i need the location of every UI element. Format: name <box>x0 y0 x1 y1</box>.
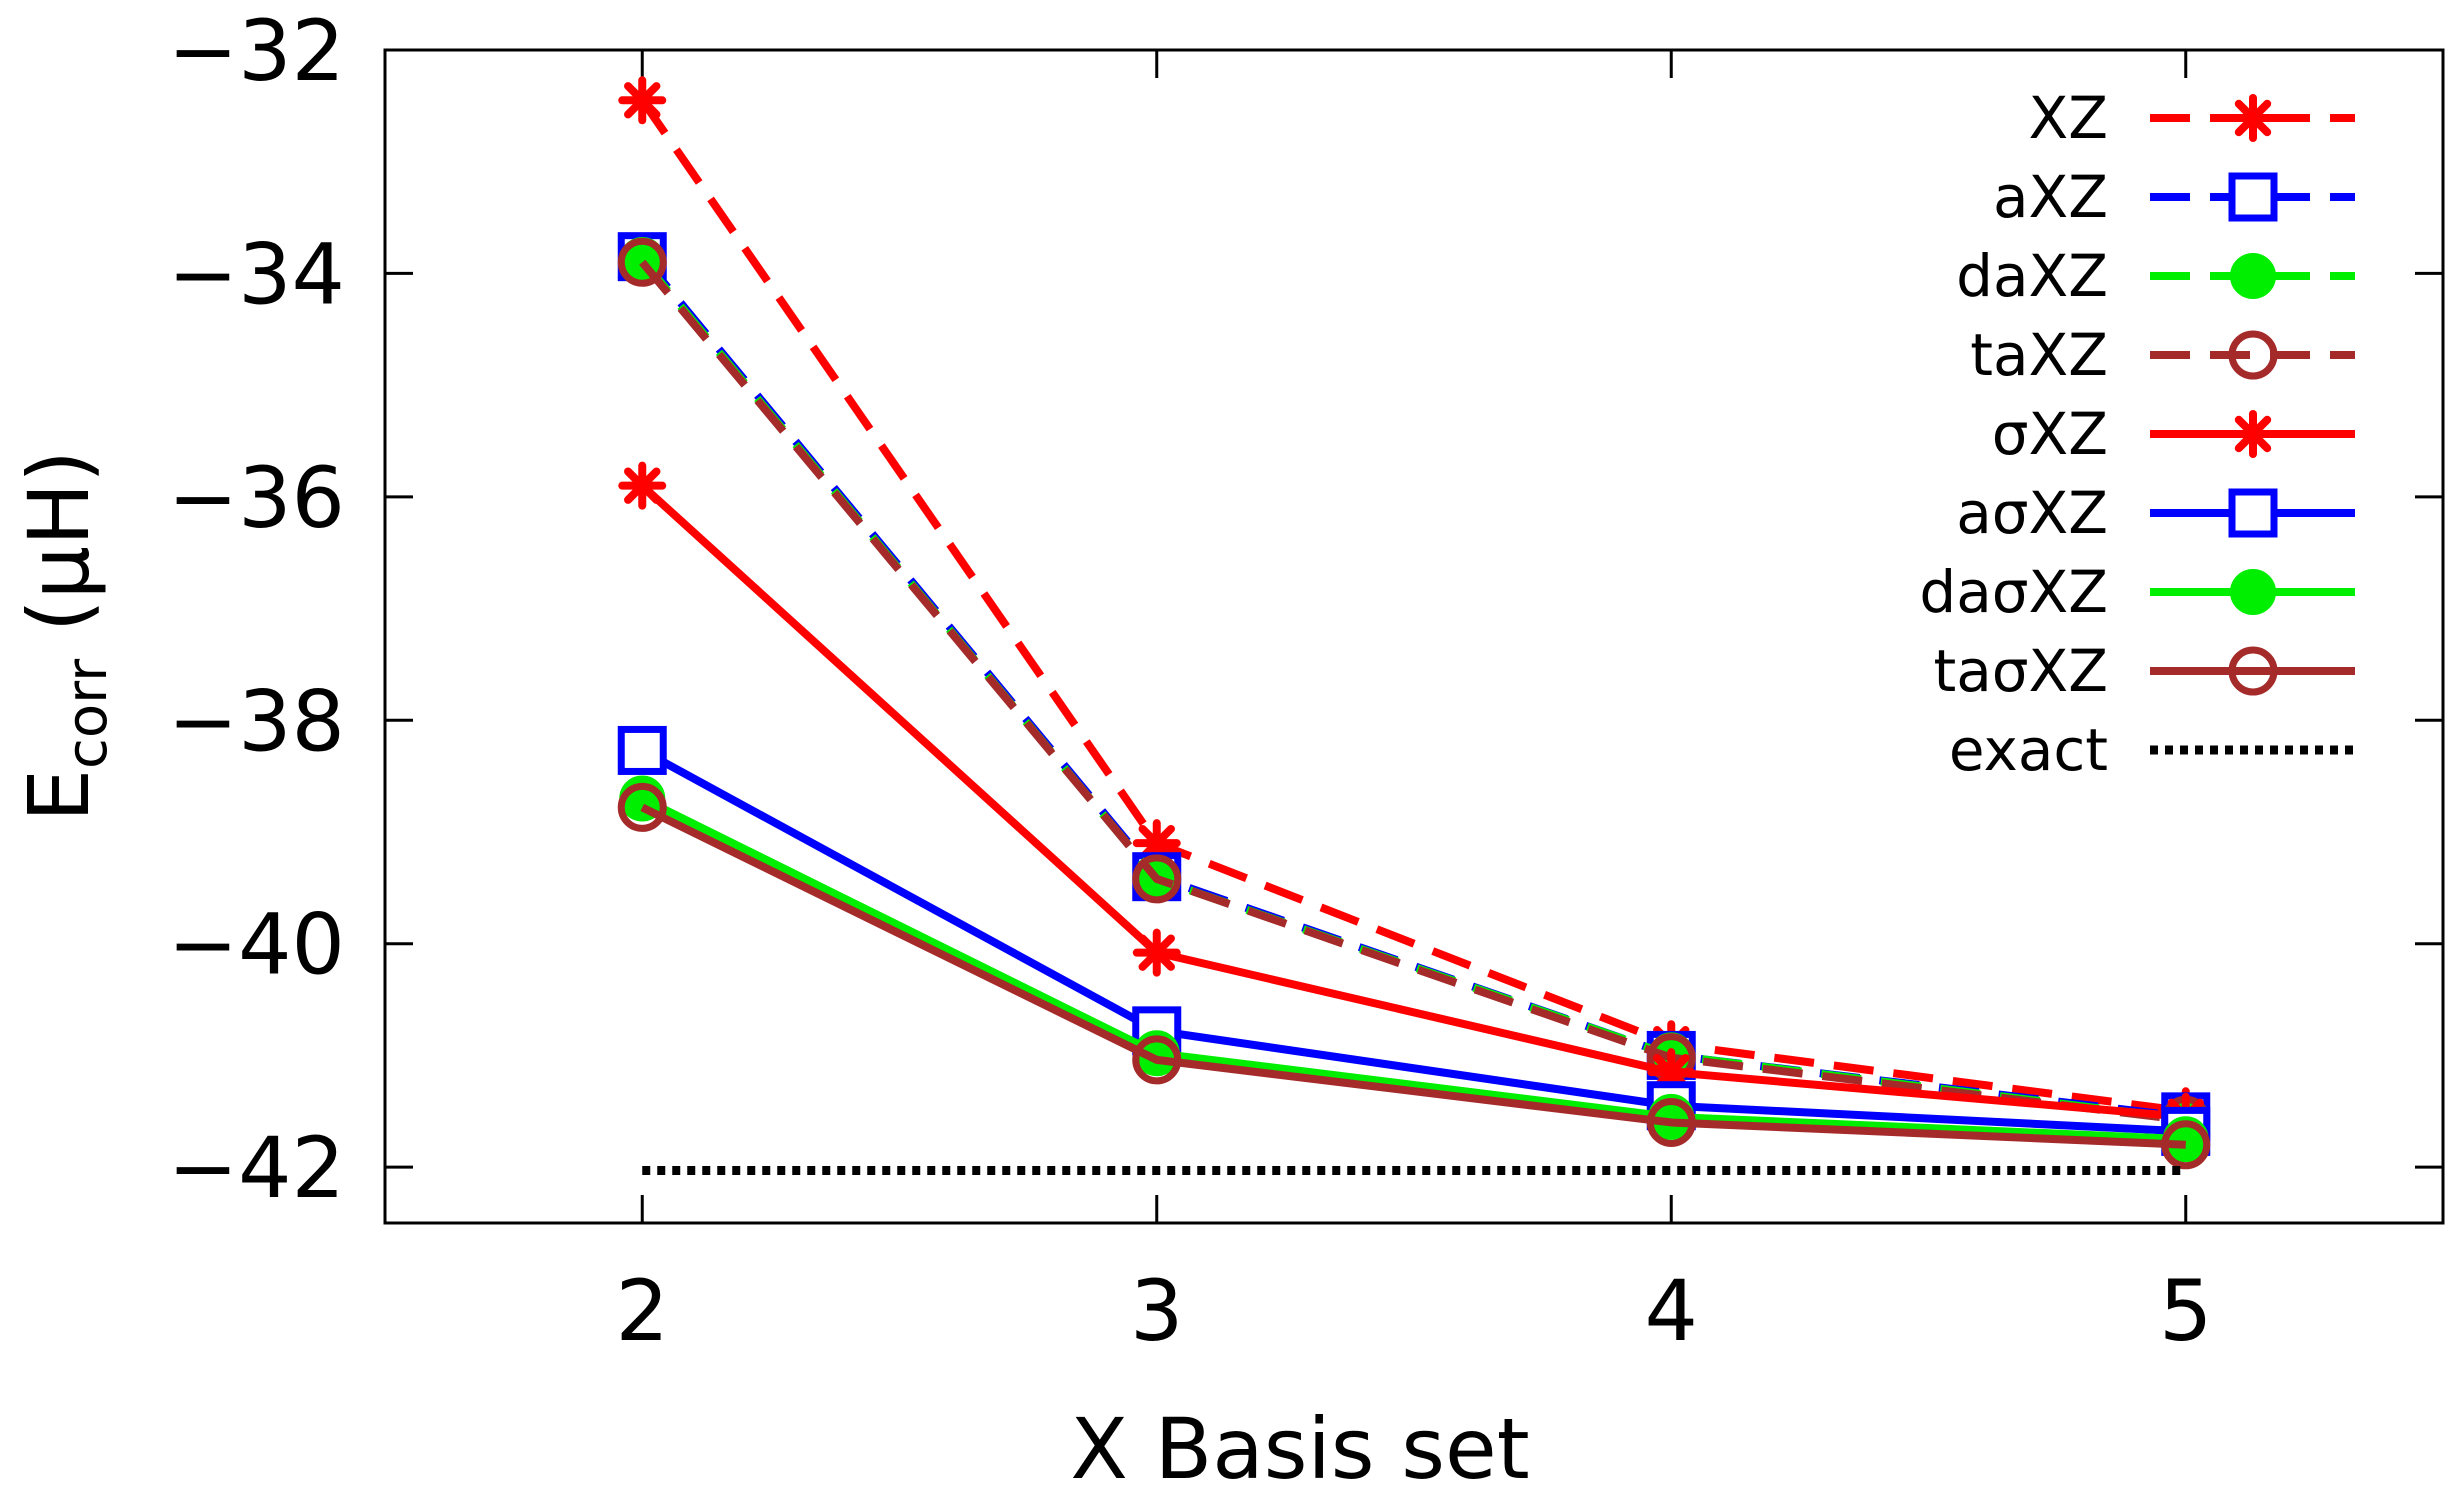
legend-entry: exact <box>1949 716 2355 784</box>
y-tick-label: −38 <box>168 672 345 770</box>
y-axis-title-main: E <box>10 769 108 822</box>
y-axis-title: Ecorr (µH) <box>10 450 120 822</box>
star-stroke <box>624 82 661 119</box>
legend-marker <box>2229 410 2277 458</box>
y-axis-title-subscript: corr <box>55 658 120 769</box>
legend-marker <box>2230 569 2276 615</box>
y-tick-label: −32 <box>168 2 345 100</box>
data-point <box>2161 1120 2211 1170</box>
legend-marker <box>2229 94 2277 142</box>
legend-entry: taσXZ <box>1933 637 2355 705</box>
legend-label: daXZ <box>1956 242 2108 310</box>
legend: XZ aXZ daXZ taXZ σXZ aσXZ daσXZ taσXZ exact <box>1919 84 2355 784</box>
x-tick-label: 4 <box>1645 1262 1698 1360</box>
legend-marker <box>2230 253 2276 299</box>
series-line <box>640 746 2186 1136</box>
x-tick-label: 3 <box>1130 1262 1183 1360</box>
y-tick-label: −34 <box>168 225 345 323</box>
legend-marker <box>2228 488 2278 538</box>
legend-label: aσXZ <box>1956 479 2108 547</box>
legend-label: XZ <box>2029 84 2108 152</box>
legend-label: exact <box>1949 716 2108 784</box>
y-tick-label: −42 <box>168 1119 345 1217</box>
series-line <box>640 794 2186 1144</box>
legend-entry: aσXZ <box>1956 479 2355 547</box>
data-point <box>617 782 667 832</box>
axis-tick-labels: −42 −40 −38 −36 −34 −32 2 3 4 5 <box>168 2 2213 1360</box>
legend-entry: aXZ <box>1993 163 2355 231</box>
series-line <box>638 97 2187 1116</box>
legend-marker <box>2228 172 2278 222</box>
y-tick-label: −36 <box>168 449 345 547</box>
legend-label: daσXZ <box>1919 558 2108 626</box>
legend-label: taXZ <box>1970 321 2108 389</box>
x-axis-title: X Basis set <box>1070 1400 1529 1497</box>
axis-ticks <box>385 48 2443 1223</box>
y-axis-title-rest: (µH) <box>10 450 108 659</box>
legend-entry: daσXZ <box>1919 558 2355 626</box>
plot-frame <box>383 48 2445 1225</box>
legend-entry: XZ <box>2029 84 2355 152</box>
legend-label: aXZ <box>1993 163 2108 231</box>
series-layer <box>617 76 2211 1175</box>
series-line <box>639 482 2187 1121</box>
star-stroke <box>624 467 661 504</box>
legend-label: taσXZ <box>1933 637 2108 705</box>
legend-entry: taXZ <box>1970 321 2355 389</box>
legend-marker <box>2228 330 2278 380</box>
data-point <box>618 461 667 510</box>
series-line <box>640 803 2186 1149</box>
data-point <box>618 76 667 125</box>
series-daσXZ <box>619 775 2209 1163</box>
data-point <box>1132 1035 1182 1085</box>
y-tick-label: −40 <box>168 896 345 994</box>
series-taσXZ <box>617 782 2211 1170</box>
data-point <box>1132 928 1181 977</box>
data-point <box>617 725 667 775</box>
data-point <box>1646 1097 1696 1147</box>
star-stroke <box>1138 934 1175 971</box>
x-tick-label: 5 <box>2159 1262 2212 1360</box>
legend-entry: daXZ <box>1956 242 2355 310</box>
star-stroke <box>2234 99 2272 137</box>
legend-marker <box>2228 646 2278 696</box>
data-point <box>1132 854 1182 904</box>
star-stroke <box>2234 415 2272 453</box>
legend-entry: σXZ <box>1992 400 2355 468</box>
data-point <box>617 237 667 287</box>
x-tick-label: 2 <box>616 1262 669 1360</box>
legend-label: σXZ <box>1992 400 2108 468</box>
